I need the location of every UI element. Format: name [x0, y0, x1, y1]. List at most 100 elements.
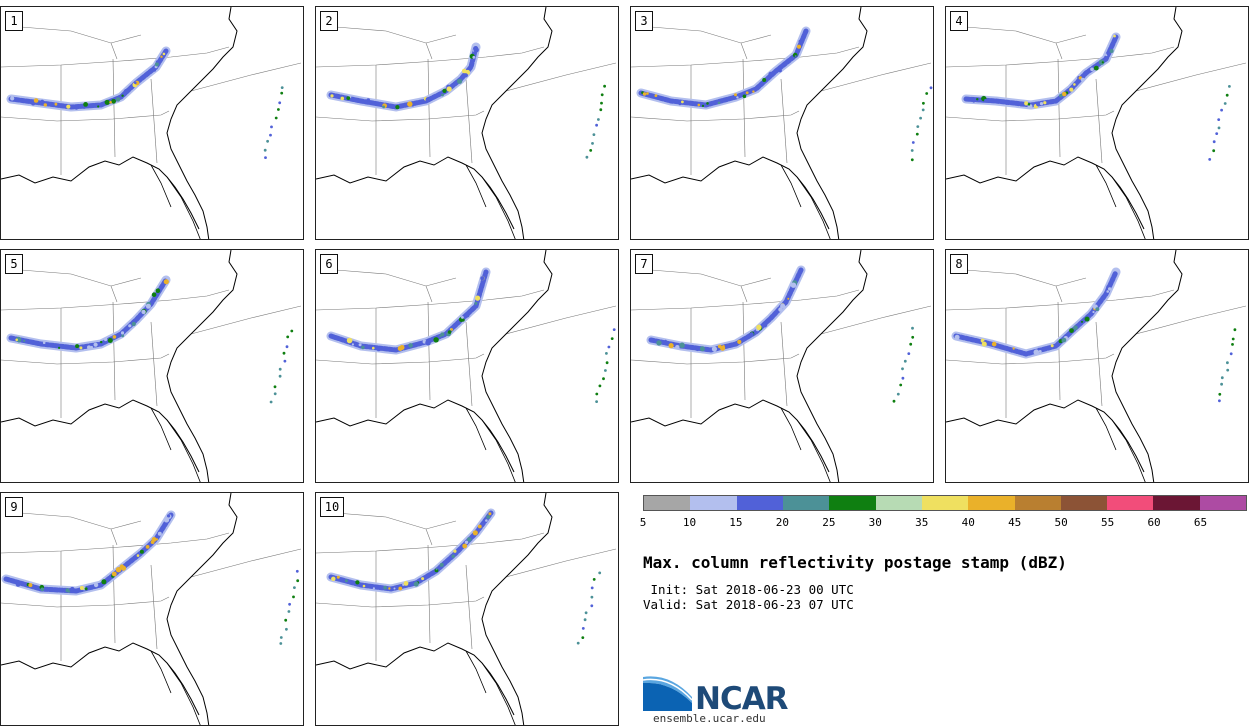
reflectivity-cell: [100, 340, 103, 344]
colorbar-segment: [644, 496, 691, 510]
state-border: [1, 46, 230, 68]
offshore-cell: [584, 611, 588, 615]
reflectivity-cell: [1084, 316, 1090, 322]
offshore-cell: [1220, 382, 1223, 386]
offshore-cell: [290, 329, 294, 333]
reflectivity-map: [316, 250, 617, 482]
reflectivity-cell: [393, 587, 396, 590]
offshore-cell: [607, 345, 611, 349]
reflectivity-cell: [1050, 344, 1054, 348]
reflectivity-cell: [1039, 102, 1044, 106]
reflectivity-cell: [1038, 350, 1042, 353]
reflectivity-cell: [453, 549, 457, 553]
stamp-panel-4: 4: [945, 6, 1249, 240]
state-border: [427, 301, 431, 401]
reflectivity-cell: [395, 105, 400, 110]
offshore-cell: [1233, 328, 1237, 332]
coastline: [166, 493, 238, 725]
member-number: 5: [5, 254, 23, 274]
offshore-cell: [1218, 399, 1221, 403]
state-border: [946, 46, 1175, 68]
colorbar-segment: [1014, 496, 1061, 510]
reflectivity-cell: [107, 338, 113, 343]
florida-coast: [780, 407, 831, 482]
reflectivity-cell: [1101, 61, 1104, 64]
reflectivity-cell: [711, 346, 717, 352]
offshore-cell: [1225, 93, 1229, 97]
reflectivity-cell: [23, 339, 26, 342]
reflectivity-cell: [121, 94, 124, 97]
offshore-cell: [591, 142, 594, 145]
reflectivity-cell: [160, 55, 163, 58]
reflectivity-cell: [97, 105, 100, 108]
reflectivity-cell: [440, 332, 445, 337]
offshore-cell: [266, 139, 269, 143]
reflectivity-cell: [450, 328, 454, 331]
reflectivity-cell: [464, 540, 469, 544]
stamp-panel-2: 2: [315, 6, 619, 240]
reflectivity-cell: [115, 567, 122, 573]
state-border: [631, 110, 800, 122]
reflectivity-cell: [694, 346, 698, 349]
gulf-coastline: [1, 399, 200, 473]
member-number: 2: [320, 11, 338, 31]
stamp-panel-9: 9: [0, 492, 304, 726]
reflectivity-cell: [355, 580, 360, 585]
reflectivity-cell: [1059, 93, 1063, 98]
state-border: [190, 548, 302, 578]
colorbar-tick-label: 45: [1008, 516, 1022, 529]
reflectivity-cell: [701, 104, 705, 107]
reflectivity-cell: [646, 92, 649, 95]
colorbar-tick-label: 60: [1147, 516, 1161, 529]
state-border: [742, 58, 746, 158]
offshore-cell: [285, 345, 289, 349]
state-border: [110, 285, 118, 303]
colorbar-tick-label: 10: [682, 516, 697, 529]
offshore-cell: [598, 384, 602, 388]
offshore-cell: [916, 125, 920, 128]
offshore-cell: [600, 101, 603, 105]
reflectivity-cell: [163, 279, 169, 285]
offshore-cell: [274, 116, 278, 120]
reflectivity-cell: [70, 586, 75, 592]
offshore-cell: [910, 158, 914, 162]
state-border: [1, 353, 170, 365]
offshore-cell: [264, 156, 267, 160]
colorbar-segment: [1153, 496, 1200, 510]
reflectivity-cell: [139, 549, 144, 554]
reflectivity-cell: [642, 92, 647, 96]
state-border: [965, 26, 1087, 44]
coastline: [481, 493, 553, 725]
reflectivity-cell: [756, 324, 762, 330]
reflectivity-cell: [151, 299, 155, 303]
offshore-cell: [589, 149, 593, 152]
offshore-cell: [273, 385, 277, 389]
florida-coast: [465, 407, 516, 482]
reflectivity-cell: [84, 587, 88, 591]
reflectivity-cell: [421, 577, 425, 581]
storm-band: [328, 510, 494, 592]
state-border: [631, 46, 860, 68]
stamp-panel-5: 5: [0, 249, 304, 483]
florida-coast: [780, 164, 831, 239]
offshore-cell: [296, 579, 300, 583]
reflectivity-cell: [477, 524, 482, 529]
offshore-cell: [903, 359, 907, 363]
storm-band-envelope: [1, 510, 176, 596]
offshore-cell: [581, 627, 585, 630]
state-border: [425, 42, 433, 60]
reflectivity-cell: [128, 324, 132, 328]
stamp-panel-10: 10: [315, 492, 619, 726]
reflectivity-cell: [332, 335, 338, 340]
reflectivity-cell: [439, 562, 444, 567]
reflectivity-cell: [346, 337, 353, 344]
colorbar-segment: [1060, 496, 1108, 510]
coastline: [796, 250, 868, 482]
reflectivity-cell: [16, 338, 22, 343]
state-border: [150, 564, 158, 650]
reflectivity-cell: [331, 576, 336, 581]
offshore-cell: [287, 610, 291, 613]
gulf-coastline: [631, 156, 830, 230]
reflectivity-cell: [1012, 347, 1015, 350]
florida-coast: [150, 650, 201, 725]
